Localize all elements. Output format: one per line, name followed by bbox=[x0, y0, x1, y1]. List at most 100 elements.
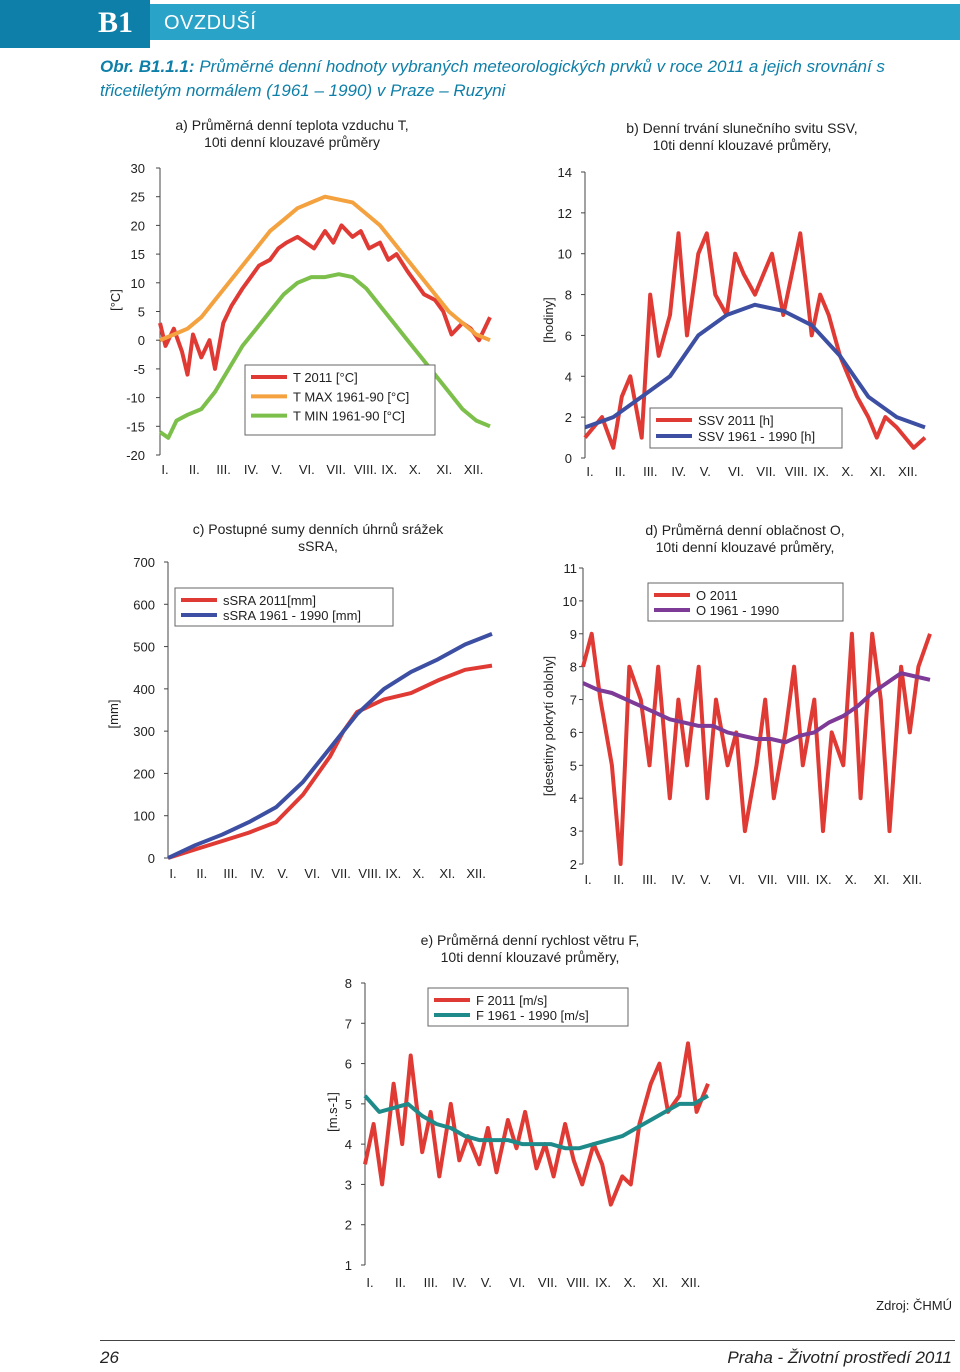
chart-d-ylabel: [desetiny pokrytí oblohy] bbox=[541, 656, 556, 796]
chart-e-x-tick-label: XII. bbox=[681, 1275, 701, 1290]
chart-b-x-tick-label: XII. bbox=[898, 464, 918, 479]
section-badge bbox=[0, 0, 150, 48]
chart-c-y-tick-label: 100 bbox=[133, 809, 155, 824]
chart-b-legend-box bbox=[649, 407, 843, 449]
page-number: 26 bbox=[100, 1348, 119, 1367]
footer-divider bbox=[100, 1340, 955, 1341]
chart-b-series-line-2 bbox=[584, 302, 926, 430]
chart-e-x-tick-label: IX. bbox=[595, 1275, 611, 1290]
chart-d-x-tick-label: X. bbox=[845, 872, 857, 887]
chart-b-x-tick-label: X. bbox=[841, 464, 853, 479]
chart-a-x-tick-label: II. bbox=[189, 462, 200, 477]
chart-b-y-tick-label: 14 bbox=[558, 165, 572, 180]
chart-e-x-tick-label: VII. bbox=[538, 1275, 558, 1290]
chart-c-x-tick-label: III. bbox=[223, 866, 237, 881]
chart-d-series-line-1 bbox=[581, 631, 932, 866]
chart-e-y-tick-label: 4 bbox=[345, 1137, 352, 1152]
chart-d-x-tick-label: II. bbox=[613, 872, 624, 887]
chart-a-legend-label: T MIN 1961-90 [°C] bbox=[293, 409, 405, 424]
chart-c-legend-label: sSRA 1961 - 1990 [mm] bbox=[223, 608, 361, 623]
chart-e-x-tick-label: XI. bbox=[652, 1275, 668, 1290]
chart-b-x-tick-label: IV. bbox=[671, 464, 686, 479]
chart-c-legend-label: sSRA 2011[mm] bbox=[223, 593, 316, 608]
chart-a-x-tick-label: III. bbox=[216, 462, 230, 477]
chart-d-x-tick-label: XI. bbox=[874, 872, 890, 887]
chart-a-y-tick-label: 15 bbox=[131, 247, 145, 262]
chart-b-title: b) Denní trvání slunečního svitu SSV, bbox=[626, 120, 857, 136]
caption-text: Průměrné denní hodnoty vybraných meteoro… bbox=[100, 57, 885, 100]
chart-d-y-tick-label: 5 bbox=[570, 758, 577, 773]
publication-title: Praha - Životní prostředí 2011 bbox=[727, 1348, 952, 1367]
chart-c-x-tick-label: XII. bbox=[466, 866, 486, 881]
chart-a-x-tick-label: XI. bbox=[436, 462, 452, 477]
chart-b-y-tick-label: 10 bbox=[558, 247, 572, 262]
chart-c-y-tick-label: 0 bbox=[148, 851, 155, 866]
chart-c-x-tick-label: VII. bbox=[331, 866, 351, 881]
chart-a-y-tick-label: 20 bbox=[131, 218, 145, 233]
source-note: Zdroj: ČHMÚ bbox=[876, 1298, 952, 1313]
chart-c-y-tick-label: 700 bbox=[133, 555, 155, 570]
chart-b-y-tick-label: 6 bbox=[565, 328, 572, 343]
chart-b-x-tick-label: V. bbox=[700, 464, 711, 479]
chart-e-legend-label: F 1961 - 1990 [m/s] bbox=[476, 1008, 589, 1023]
chart-b-x-tick-label: VI. bbox=[728, 464, 744, 479]
chart-a-y-tick-label: -20 bbox=[126, 448, 145, 463]
chart-d-x-tick-label: VII. bbox=[758, 872, 778, 887]
chart-a-legend-label: T MAX 1961-90 [°C] bbox=[293, 389, 409, 404]
chart-c-x-tick-label: XI. bbox=[439, 866, 455, 881]
chart-a-subtitle: 10ti denní klouzavé průměry bbox=[204, 134, 380, 150]
chart-e-x-tick-label: III. bbox=[424, 1275, 438, 1290]
chart-e-subtitle: 10ti denní klouzavé průměry, bbox=[441, 949, 620, 965]
chart-d-x-tick-label: I. bbox=[584, 872, 591, 887]
chart-c-series-line-2 bbox=[167, 632, 493, 860]
chart-c-y-tick-label: 300 bbox=[133, 724, 155, 739]
chart-a-y-tick-label: -5 bbox=[133, 362, 145, 377]
chart-e-x-tick-label: II. bbox=[395, 1275, 406, 1290]
chart-b-y-tick-label: 2 bbox=[565, 410, 572, 425]
chart-d-x-tick-label: III. bbox=[642, 872, 656, 887]
chart-c-x-tick-label: VI. bbox=[304, 866, 320, 881]
chart-a-y-tick-label: 25 bbox=[131, 190, 145, 205]
chart-b-x-tick-label: I. bbox=[586, 464, 593, 479]
chart-a-x-tick-label: IV. bbox=[244, 462, 259, 477]
chart-d-y-tick-label: 9 bbox=[570, 627, 577, 642]
chart-d-x-tick-label: IX. bbox=[816, 872, 832, 887]
chart-b-x-tick-label: VIII. bbox=[785, 464, 808, 479]
chart-e-x-tick-label: VI. bbox=[509, 1275, 525, 1290]
chart-b-subtitle: 10ti denní klouzavé průměry, bbox=[653, 137, 832, 153]
chart-e-title: e) Průměrná denní rychlost větru F, bbox=[421, 932, 640, 948]
chart-d-x-tick-label: IV. bbox=[671, 872, 686, 887]
chart-c-x-tick-label: I. bbox=[169, 866, 176, 881]
chart-e-x-tick-label: IV. bbox=[452, 1275, 467, 1290]
chart-e-legend-box bbox=[427, 987, 629, 1027]
chart-a-title: a) Průměrná denní teplota vzduchu T, bbox=[175, 117, 408, 133]
chart-c-legend-box bbox=[174, 587, 394, 627]
chart-d-x-tick-label: V. bbox=[700, 872, 711, 887]
chart-d-y-tick-label: 6 bbox=[570, 725, 577, 740]
chart-d-subtitle: 10ti denní klouzavé průměry, bbox=[656, 539, 835, 555]
chart-e-x-tick-label: X. bbox=[624, 1275, 636, 1290]
chart-c-x-tick-label: V. bbox=[277, 866, 288, 881]
chart-e-x-tick-label: V. bbox=[481, 1275, 492, 1290]
chart-b-y-tick-label: 4 bbox=[565, 369, 572, 384]
chart-c-y-tick-label: 200 bbox=[133, 766, 155, 781]
chart-d-x-tick-label: XII. bbox=[903, 872, 923, 887]
chart-b-x-tick-label: II. bbox=[615, 464, 626, 479]
chart-a-y-tick-label: 10 bbox=[131, 276, 145, 291]
chart-a-x-tick-label: VI. bbox=[299, 462, 315, 477]
chart-c-x-tick-label: VIII. bbox=[358, 866, 381, 881]
chart-c-series-line-1 bbox=[167, 663, 493, 860]
chart-e-x-tick-label: VIII. bbox=[567, 1275, 590, 1290]
header-bar: B1 OVZDUŠÍ bbox=[0, 0, 960, 48]
chart-e-y-tick-label: 3 bbox=[345, 1177, 352, 1192]
chart-c-x-tick-label: II. bbox=[196, 866, 207, 881]
chart-e-series-line-1 bbox=[363, 1041, 710, 1207]
chart-e-y-tick-label: 7 bbox=[345, 1016, 352, 1031]
chart-c-y-tick-label: 500 bbox=[133, 640, 155, 655]
chart-e-y-tick-label: 8 bbox=[345, 976, 352, 991]
chart-b-y-tick-label: 0 bbox=[565, 451, 572, 466]
chart-a-x-tick-label: VII. bbox=[326, 462, 346, 477]
chart-e-y-tick-label: 6 bbox=[345, 1057, 352, 1072]
chart-a-legend-label: T 2011 [°C] bbox=[293, 370, 358, 385]
